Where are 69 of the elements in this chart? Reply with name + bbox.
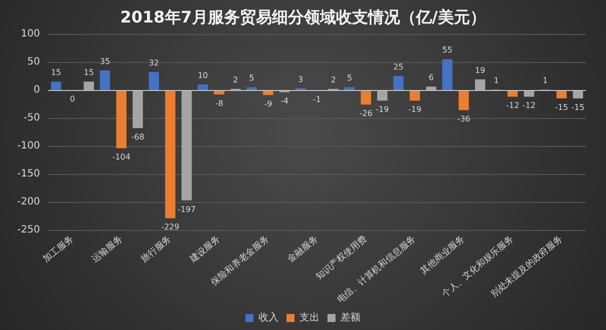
x-tick-label: 运输服务 xyxy=(90,233,125,265)
data-label: -19 xyxy=(408,105,422,114)
data-label: -12 xyxy=(522,101,536,110)
y-tick-label: -100 xyxy=(17,140,40,152)
data-label: 3 xyxy=(298,74,304,84)
x-tick-label: 旅行服务 xyxy=(138,233,174,265)
bar xyxy=(458,90,469,110)
bar xyxy=(132,90,143,128)
data-label: 35 xyxy=(100,56,110,66)
bar xyxy=(410,90,420,101)
bar xyxy=(116,90,126,148)
data-label: -68 xyxy=(131,132,144,142)
legend-label: 支出 xyxy=(300,312,320,324)
bar xyxy=(50,82,62,90)
legend-label: 差额 xyxy=(340,312,360,324)
y-tick-label: -150 xyxy=(17,168,40,180)
y-tick-label: 100 xyxy=(20,28,40,40)
y-tick-label: -250 xyxy=(17,224,40,236)
data-label: -229 xyxy=(161,222,180,232)
data-label: 15 xyxy=(50,68,62,78)
bar xyxy=(148,72,159,90)
x-tick-label: 加工服务 xyxy=(41,233,76,265)
legend-label: 收入 xyxy=(258,312,278,324)
data-label: 55 xyxy=(442,46,452,55)
bar xyxy=(393,76,404,90)
y-tick-label: -50 xyxy=(24,112,40,124)
bar xyxy=(442,59,452,90)
data-label: 25 xyxy=(393,62,404,72)
data-label: -4 xyxy=(280,96,288,106)
data-label: 5 xyxy=(249,74,254,83)
bar xyxy=(246,87,257,90)
data-label: 5 xyxy=(346,74,352,83)
data-label: 1 xyxy=(494,76,499,85)
x-tick-label: 金融服务 xyxy=(286,233,320,265)
data-label: -15 xyxy=(555,102,568,112)
data-label: -19 xyxy=(376,105,389,114)
y-tick-label: -200 xyxy=(17,196,40,208)
data-label: -1 xyxy=(313,95,321,104)
bar xyxy=(360,90,372,105)
data-label: -9 xyxy=(264,100,272,109)
bar xyxy=(198,84,208,90)
data-label: 19 xyxy=(475,66,486,75)
data-label: -15 xyxy=(571,102,584,112)
data-label: -12 xyxy=(506,101,520,110)
bar xyxy=(182,90,192,200)
x-tick-label: 建设服务 xyxy=(186,233,222,266)
data-label: -26 xyxy=(359,109,372,118)
data-label: -197 xyxy=(178,204,196,214)
bar xyxy=(377,90,388,101)
data-label: 6 xyxy=(428,73,434,82)
data-label: 10 xyxy=(198,70,208,80)
bar xyxy=(426,86,436,90)
bar xyxy=(475,79,486,90)
data-label: -36 xyxy=(457,114,470,124)
data-label: 1 xyxy=(542,76,548,85)
bar xyxy=(84,82,94,90)
data-label: 15 xyxy=(84,68,94,78)
data-label: -104 xyxy=(112,152,130,162)
data-label: 2 xyxy=(233,75,238,84)
data-label: 0 xyxy=(70,94,75,104)
data-label: 32 xyxy=(148,58,159,68)
bar xyxy=(344,87,355,90)
bar xyxy=(100,70,110,90)
y-tick-label: 50 xyxy=(27,56,40,68)
data-label: -8 xyxy=(215,98,224,108)
bar xyxy=(165,90,176,218)
data-label: 2 xyxy=(330,75,336,84)
y-tick-label: 0 xyxy=(34,84,40,96)
chart-title: 2018年7月服务贸易细分领域收支情况（亿/美元） xyxy=(120,8,486,26)
